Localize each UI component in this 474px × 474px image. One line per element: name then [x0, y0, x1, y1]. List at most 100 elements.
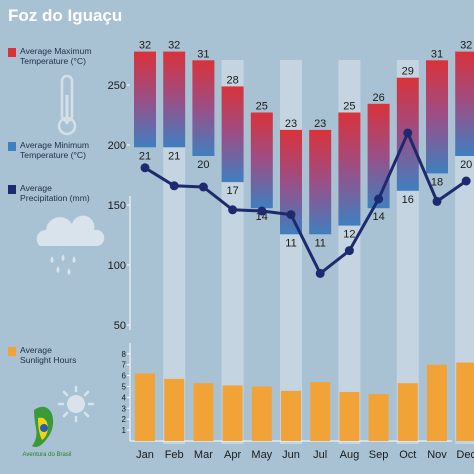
- sun-bar-nov: [427, 364, 447, 441]
- thermometer-icon: [57, 74, 77, 136]
- month-label-sep: Sep: [369, 449, 389, 461]
- month-label-oct: Oct: [399, 449, 416, 461]
- temp-range-bar-jan: [134, 51, 156, 148]
- month-label-may: May: [251, 449, 272, 461]
- min-temp-label-jan: 21: [139, 150, 151, 162]
- max-temp-legend-label: Average Maximum Temperature (°C): [20, 46, 92, 66]
- sun-icon: [57, 385, 95, 423]
- sun-bar-sep: [368, 394, 389, 441]
- precipitation-series-line: [144, 131, 468, 275]
- min-temp-label-feb: 21: [168, 150, 180, 162]
- precip-tick-label-150: 150: [108, 200, 126, 212]
- sun-tick-label-8: 8: [122, 350, 127, 359]
- rain-cloud-icon: [36, 215, 105, 275]
- sun-tick-label-7: 7: [122, 361, 127, 370]
- min-temp-label-jun: 11: [285, 237, 296, 249]
- temp-range-bar-aug: [338, 112, 361, 226]
- month-label-dec: Dec: [456, 449, 474, 461]
- max-temp-legend-swatch: [8, 48, 16, 57]
- min-temp-label-nov: 18: [431, 176, 443, 188]
- max-temp-label-sep: 26: [372, 92, 384, 104]
- precip-point-may: [257, 206, 267, 216]
- sun-tick-label-4: 4: [122, 393, 127, 402]
- precip-tick-label-100: 100: [108, 260, 126, 272]
- sun-tick-label-6: 6: [122, 372, 127, 381]
- sun-bar-jul: [310, 382, 331, 441]
- temp-range-bar-may: [250, 112, 273, 209]
- temp-range-bar-dec: [455, 51, 474, 156]
- min-temp-label-sep: 14: [372, 211, 384, 223]
- sun-bar-apr: [222, 385, 243, 441]
- sun-legend-label: Average Sunlight Hours: [20, 345, 77, 365]
- precip-point-feb: [169, 181, 179, 191]
- max-temp-label-dec: 32: [460, 40, 472, 52]
- max-temp-label-jan: 32: [139, 40, 151, 52]
- sunlight-bars: [135, 362, 474, 441]
- month-label-jul: Jul: [313, 449, 327, 461]
- sun-tick-label-3: 3: [122, 404, 127, 413]
- min-temp-label-dec: 20: [460, 159, 472, 171]
- max-temp-label-apr: 28: [226, 74, 238, 86]
- month-label-nov: Nov: [427, 449, 447, 461]
- min-temp-label-jul: 11: [314, 237, 325, 249]
- temp-range-bar-jul: [309, 129, 332, 235]
- month-label-mar: Mar: [194, 449, 213, 461]
- month-label-jan: Jan: [136, 449, 154, 461]
- aventura-do-brasil-logo: [32, 406, 54, 448]
- precip-point-nov: [432, 196, 442, 206]
- max-temp-label-mar: 31: [197, 48, 209, 60]
- sun-bar-jun: [281, 390, 301, 441]
- min-temp-label-mar: 20: [197, 159, 209, 171]
- precip-legend-swatch: [8, 185, 16, 194]
- min-temp-legend-label: Average Minimum Temperature (°C): [20, 140, 90, 160]
- month-label-apr: Apr: [224, 449, 241, 461]
- sun-tick-label-1: 1: [122, 426, 127, 435]
- sun-bar-aug: [339, 391, 360, 441]
- sun-tick-label-2: 2: [122, 415, 127, 424]
- max-temp-label-nov: 31: [431, 48, 443, 60]
- precip-point-mar: [198, 182, 208, 192]
- sun-bar-jan: [135, 373, 155, 441]
- precip-point-apr: [228, 205, 238, 215]
- precip-point-dec: [461, 176, 471, 186]
- precip-tick-label-200: 200: [108, 140, 126, 152]
- logo-text: Aventura do Brasil: [22, 452, 72, 458]
- sun-legend-swatch: [8, 347, 16, 356]
- month-label-aug: Aug: [340, 449, 360, 461]
- month-label-feb: Feb: [165, 449, 184, 461]
- sun-bar-feb: [164, 378, 185, 441]
- precip-point-oct: [403, 128, 413, 138]
- temp-range-bar-jun: [280, 129, 302, 235]
- temp-range-bar-feb: [163, 51, 186, 148]
- precip-point-sep: [374, 194, 384, 204]
- precip-tick-label-50: 50: [114, 320, 126, 332]
- max-temp-label-may: 25: [256, 101, 268, 113]
- sun-bar-may: [251, 386, 272, 441]
- max-temp-label-aug: 25: [343, 101, 355, 113]
- max-temp-label-feb: 32: [168, 40, 180, 52]
- temp-range-bar-sep: [367, 103, 390, 209]
- temp-range-bar-mar: [192, 60, 215, 156]
- sun-bar-dec: [456, 362, 474, 441]
- precip-point-jul: [315, 268, 325, 278]
- precip-point-jan: [140, 163, 150, 173]
- sun-bar-mar: [193, 383, 214, 441]
- temp-range-bar-apr: [221, 86, 244, 183]
- precip-point-jun: [286, 210, 296, 220]
- max-temp-label-jun: 23: [285, 118, 297, 130]
- month-label-jun: Jun: [282, 449, 300, 461]
- sun-tick-label-5: 5: [122, 383, 127, 392]
- min-temp-legend-swatch: [8, 142, 16, 151]
- precipitation-line: [140, 128, 471, 278]
- month-stripe-feb: [163, 60, 186, 444]
- month-labels: Jan Feb Mar Apr May Jun Jul Aug Sep Oct Nov Dec: [136, 449, 474, 461]
- max-temp-label-oct: 29: [402, 66, 414, 78]
- page-title: Foz do Iguaçu: [8, 6, 123, 25]
- min-temp-label-aug: 12: [343, 229, 355, 241]
- sun-bar-oct: [397, 383, 418, 441]
- precip-tick-label-250: 250: [108, 80, 126, 92]
- temp-range-bar-nov: [426, 60, 448, 174]
- max-temp-label-jul: 23: [314, 118, 326, 130]
